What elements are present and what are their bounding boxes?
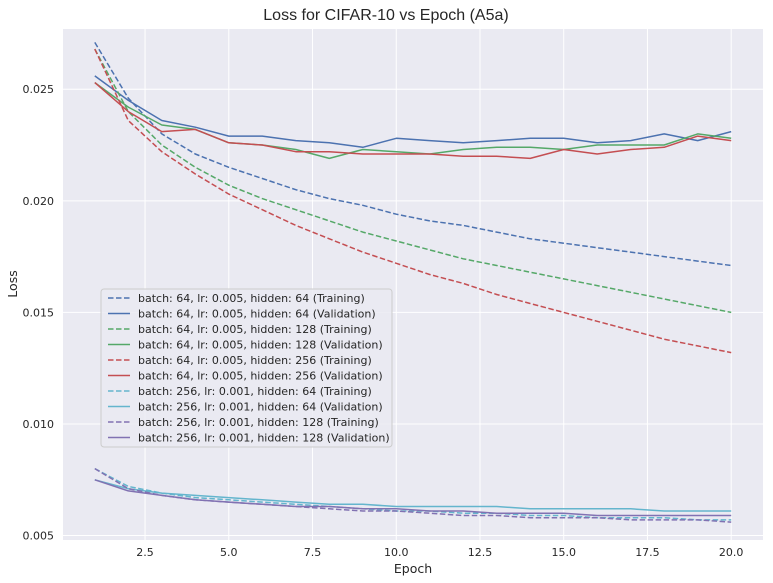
series-line-8 — [94, 479, 732, 512]
y-tick-label: 0.020 — [23, 195, 55, 208]
series-line-7 — [94, 467, 732, 521]
legend-label: batch: 64, lr: 0.005, hidden: 64 (Traini… — [138, 292, 365, 305]
legend-label: batch: 256, lr: 0.001, hidden: 128 (Vali… — [138, 432, 390, 445]
series-line-10 — [94, 479, 732, 517]
x-tick-label: 10.0 — [384, 546, 409, 559]
legend-label: batch: 256, lr: 0.001, hidden: 64 (Train… — [138, 385, 372, 398]
series-line-5 — [94, 48, 732, 354]
x-tick-label: 7.5 — [304, 546, 322, 559]
x-tick-label: 17.5 — [635, 546, 660, 559]
x-axis-label: Epoch — [394, 561, 432, 576]
x-tick-label: 12.5 — [468, 546, 493, 559]
x-tick-label: 15.0 — [551, 546, 576, 559]
series-line-2 — [94, 75, 732, 149]
y-tick-label: 0.015 — [23, 306, 55, 319]
x-tick-label: 20.0 — [719, 546, 744, 559]
x-tick-labels: 2.5 5.0 7.5 10.0 12.5 15.0 17.5 20.0 — [136, 546, 743, 559]
y-tick-label: 0.010 — [23, 418, 55, 431]
x-tick-label: 5.0 — [220, 546, 238, 559]
legend-label: batch: 64, lr: 0.005, hidden: 256 (Train… — [138, 354, 372, 367]
series-line-1 — [94, 42, 732, 267]
y-tick-labels: 0.005 0.010 0.015 0.020 0.025 — [23, 83, 55, 542]
legend-box — [100, 288, 393, 448]
series-lines — [94, 42, 732, 523]
legend-label: batch: 256, lr: 0.001, hidden: 128 (Trai… — [138, 416, 379, 429]
legend: batch: 64, lr: 0.005, hidden: 64 (Traini… — [100, 288, 393, 448]
legend-label: batch: 64, lr: 0.005, hidden: 128 (Valid… — [138, 339, 383, 352]
series-line-6 — [94, 82, 732, 160]
plot-area — [63, 29, 763, 540]
y-axis-label: Loss — [5, 270, 20, 297]
legend-label: batch: 64, lr: 0.005, hidden: 128 (Train… — [138, 323, 372, 336]
legend-label: batch: 64, lr: 0.005, hidden: 256 (Valid… — [138, 370, 383, 383]
legend-label: batch: 256, lr: 0.001, hidden: 64 (Valid… — [138, 401, 383, 414]
y-tick-label: 0.005 — [23, 530, 55, 543]
y-tick-label: 0.025 — [23, 83, 55, 96]
chart-title: Loss for CIFAR-10 vs Epoch (A5a) — [263, 7, 508, 24]
x-tick-label: 2.5 — [136, 546, 154, 559]
series-line-3 — [94, 48, 732, 314]
legend-label: batch: 64, lr: 0.005, hidden: 64 (Valida… — [138, 308, 376, 321]
